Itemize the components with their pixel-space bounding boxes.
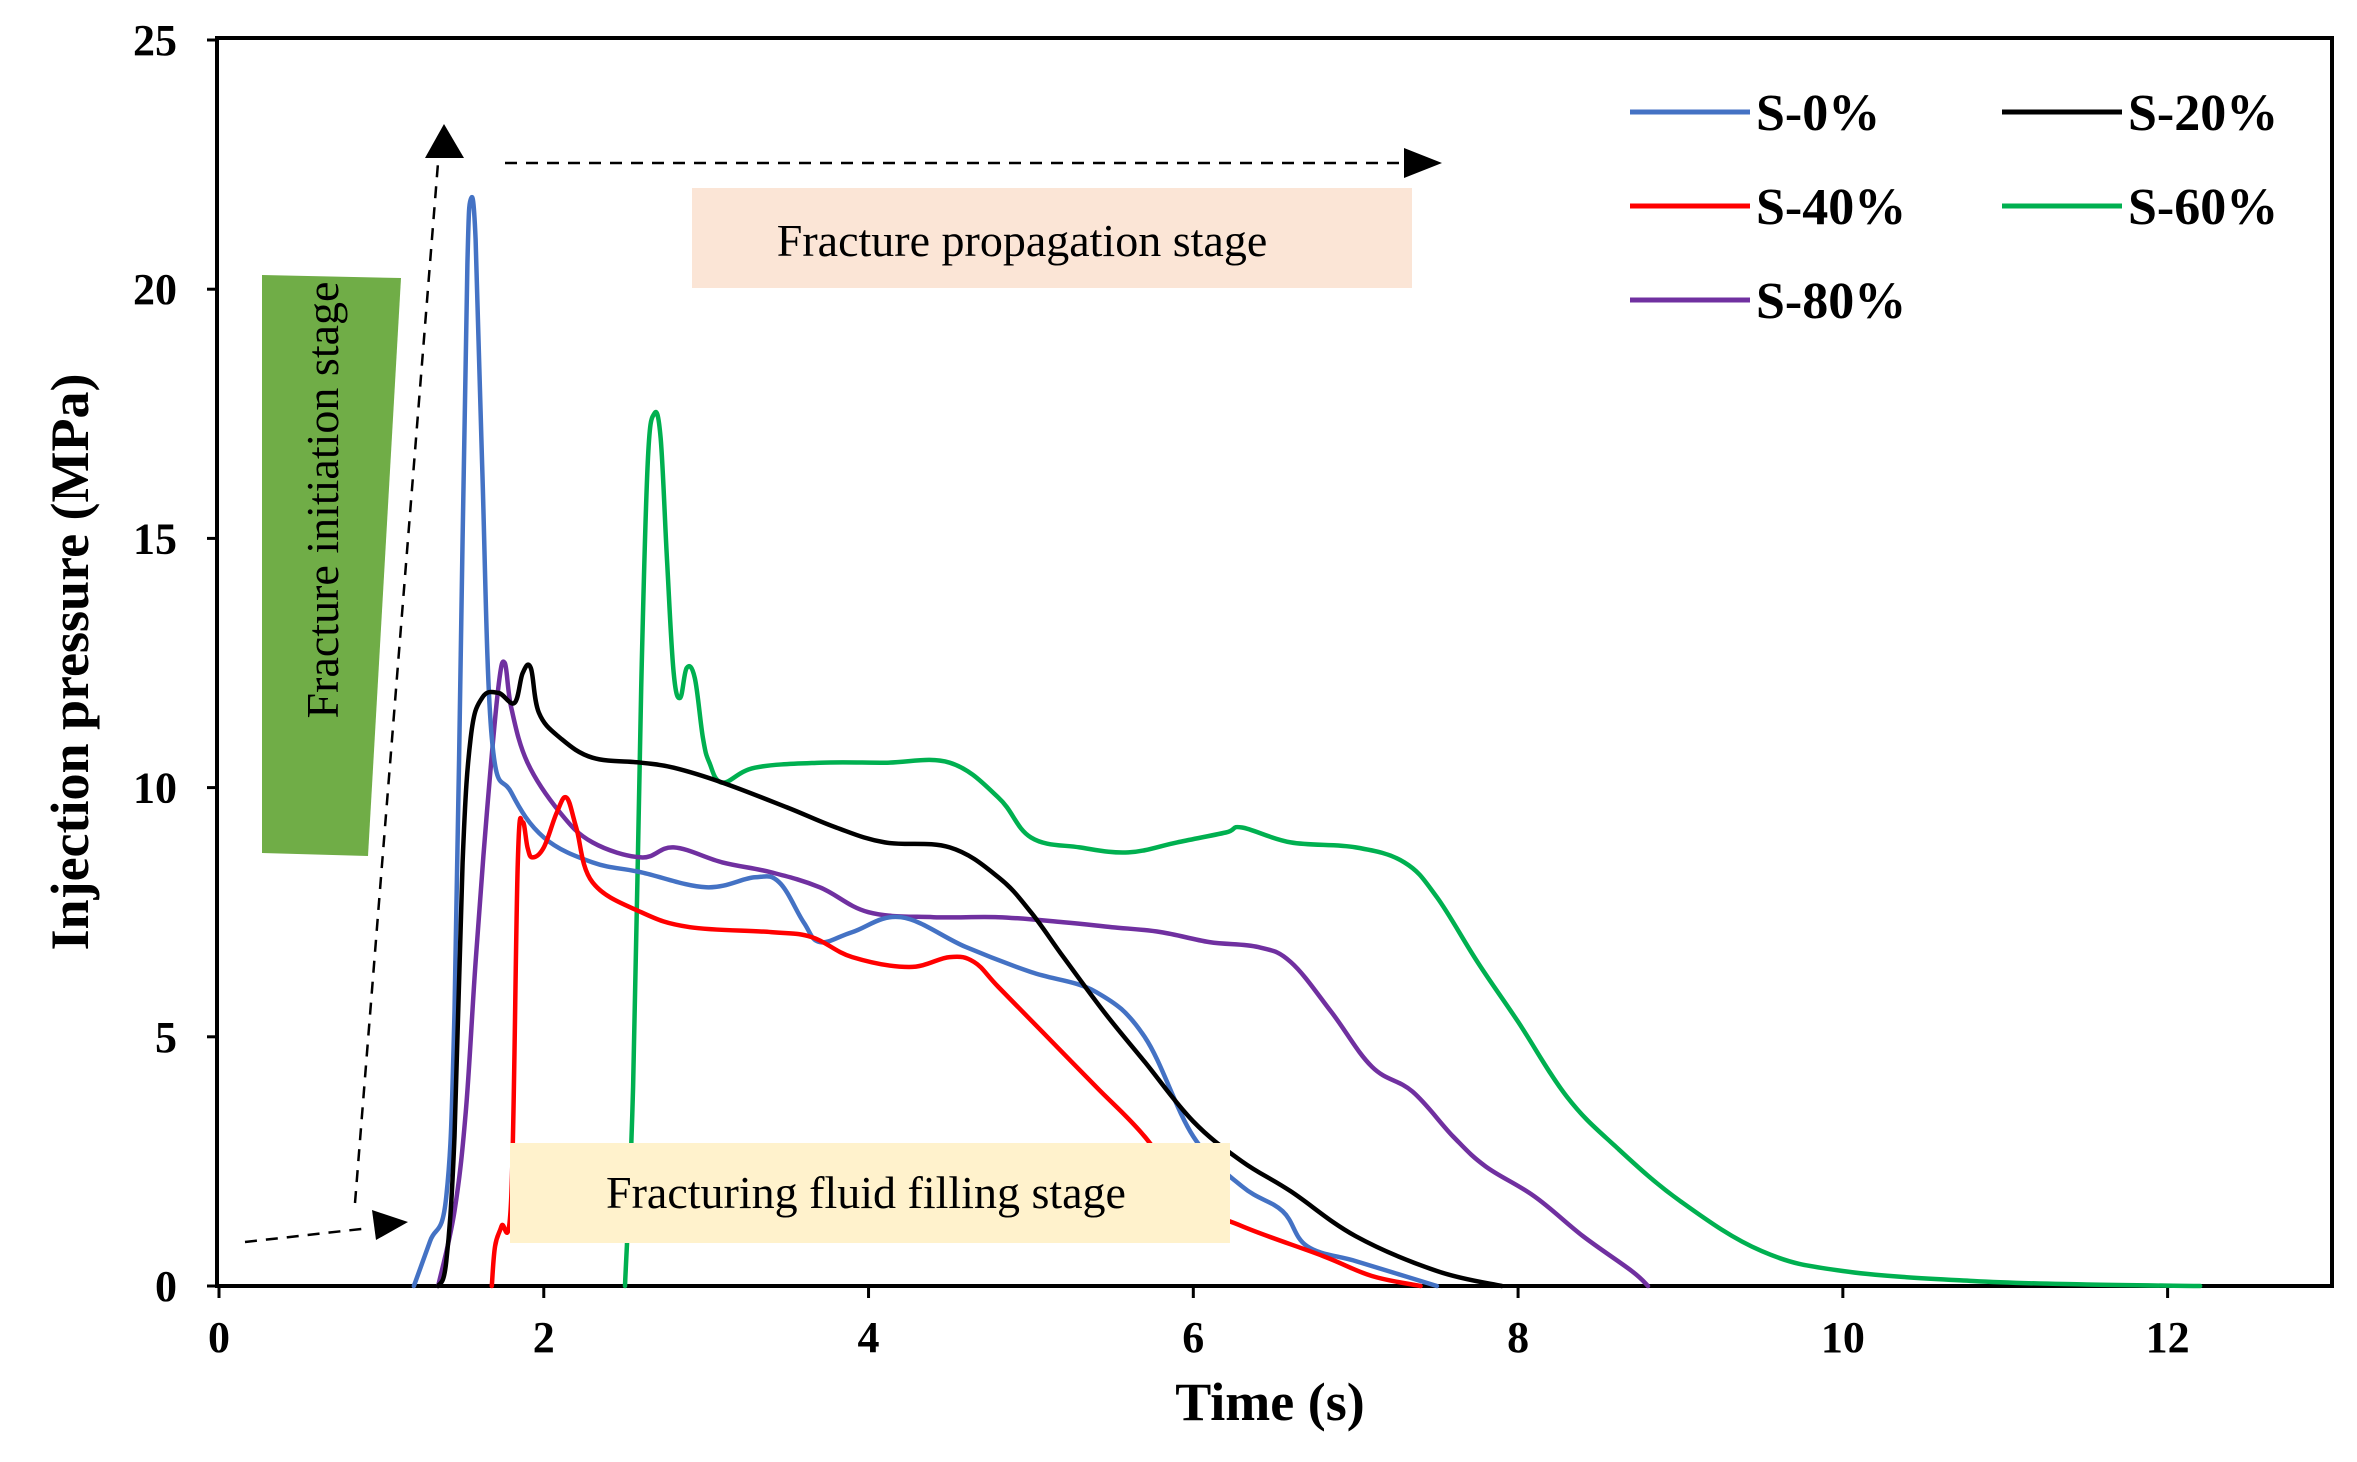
initiation-arrowhead (425, 124, 464, 158)
legend-label-s-80-pct: S-80% (1756, 273, 1906, 330)
x-tick-label: 0 (208, 1313, 230, 1362)
y-axis-title: Injection pressure (MPa) (40, 374, 100, 951)
legend-label-s-60-pct: S-60% (2128, 179, 2278, 236)
legend-label-s-40-pct: S-40% (1756, 179, 1906, 236)
series-line-s-40-pct (489, 794, 1423, 1289)
x-tick-label: 2 (533, 1313, 555, 1362)
initiation-arrow (353, 137, 442, 1204)
propagation-arrowhead (1404, 148, 1442, 178)
annotation-initiation: Fracture initiation stage (262, 275, 401, 856)
x-tick-label: 4 (858, 1313, 880, 1362)
y-tick-label: 0 (155, 1262, 177, 1311)
y-tick-label: 10 (133, 764, 177, 813)
annotation-filling: Fracturing fluid filling stage (510, 1143, 1230, 1243)
x-tick-label: 6 (1182, 1313, 1204, 1362)
series-line-s-80-pct (435, 659, 1651, 1289)
annotation-filling-text: Fracturing fluid filling stage (606, 1167, 1126, 1218)
legend-label-s-20-pct: S-20% (2128, 85, 2278, 142)
filling-arrowhead (372, 1210, 408, 1240)
legend: S-0% S-20% S-40% S-60% S-80% (1630, 85, 2278, 330)
y-axis-ticks: 0 5 10 15 20 25 (133, 16, 219, 1311)
series-line-s-0-pct (411, 194, 1440, 1289)
series-line-s-60-pct (622, 409, 2203, 1289)
y-tick-label: 25 (133, 16, 177, 65)
annotation-propagation: Fracture propagation stage (692, 188, 1412, 288)
annotation-initiation-text: Fracture initiation stage (297, 282, 348, 719)
series-layer (411, 194, 2203, 1289)
series-line-s-20-pct (435, 662, 1505, 1289)
x-tick-label: 8 (1507, 1313, 1529, 1362)
x-tick-label: 12 (2146, 1313, 2190, 1362)
annotation-propagation-text: Fracture propagation stage (777, 215, 1267, 266)
x-tick-label: 10 (1821, 1313, 1865, 1362)
x-axis-ticks: 0 2 4 6 8 10 12 (208, 1286, 2190, 1362)
y-tick-label: 5 (155, 1013, 177, 1062)
y-tick-label: 20 (133, 265, 177, 314)
legend-label-s-0-pct: S-0% (1756, 85, 1880, 142)
x-axis-title: Time (s) (1175, 1372, 1364, 1432)
y-tick-label: 15 (133, 514, 177, 563)
